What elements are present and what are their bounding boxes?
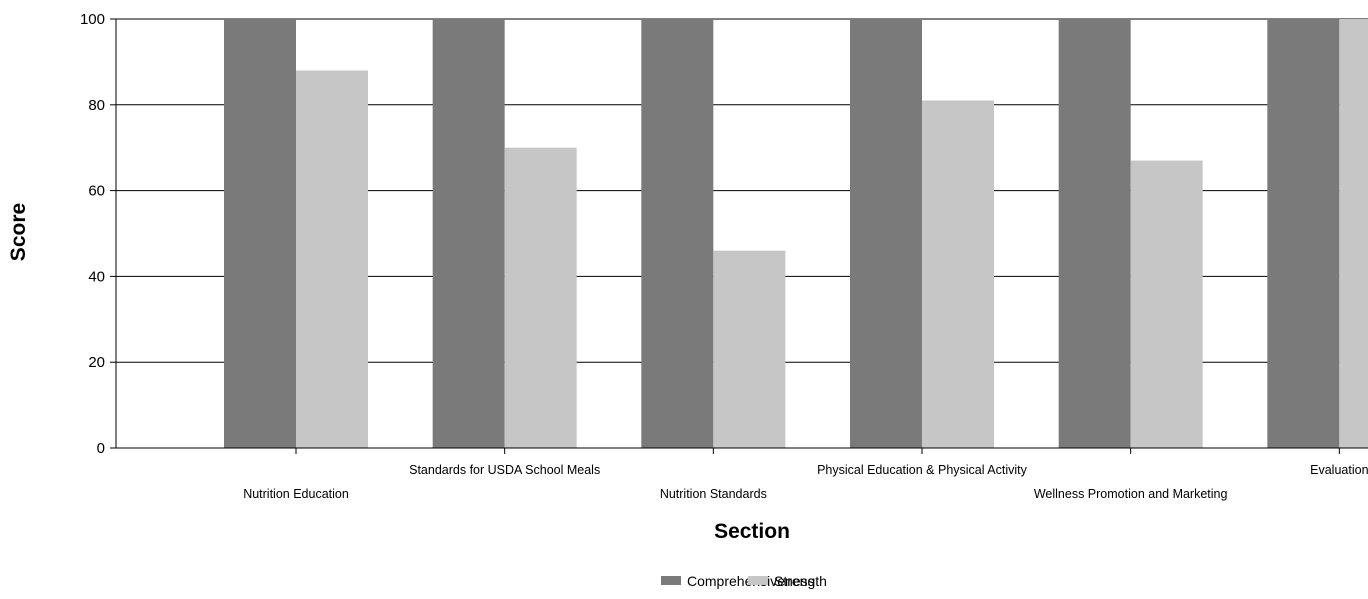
legend-swatch-comprehensiveness [661, 576, 681, 585]
x-category-label: Wellness Promotion and Marketing [1034, 487, 1228, 501]
bar-comprehensiveness-5 [1058, 19, 1131, 448]
legend-swatch-strength [748, 576, 768, 585]
bar-strength-6 [1339, 19, 1368, 448]
y-tick-label: 80 [88, 97, 105, 114]
x-axis-title: Section [714, 520, 790, 543]
y-axis-title: Score [7, 203, 30, 261]
bar-comprehensiveness-2 [432, 19, 505, 448]
y-tick-label: 100 [80, 11, 105, 28]
bar-strength-2 [504, 147, 577, 448]
bar-comprehensiveness-6 [1267, 19, 1340, 448]
y-tick-label: 0 [97, 440, 105, 457]
x-category-label: Standards for USDA School Meals [409, 463, 600, 477]
x-category-label: Physical Education & Physical Activity [817, 463, 1028, 477]
legend-label-strength: Strength [774, 573, 827, 589]
x-category-label: Nutrition Education [243, 487, 349, 501]
x-category-label: Evaluation [1310, 463, 1368, 477]
bar-strength-1 [296, 70, 368, 448]
axes [110, 18, 1368, 454]
bar-comprehensiveness-3 [641, 19, 714, 448]
legend: ComprehensivenessStrength [661, 573, 827, 589]
bar-comprehensiveness-1 [224, 19, 296, 448]
y-tick-label: 60 [88, 183, 105, 200]
bar-strength-4 [922, 100, 994, 448]
tick-labels: 0 20 40 60 80 100 Nutrition Education Standards… [80, 11, 1368, 501]
bars [224, 19, 1368, 448]
y-tick-label: 20 [88, 354, 105, 371]
y-tick-label: 40 [88, 268, 105, 285]
x-category-label: Nutrition Standards [660, 487, 767, 501]
bar-strength-5 [1130, 160, 1203, 448]
bar-strength-3 [713, 250, 786, 448]
bar-comprehensiveness-4 [850, 19, 922, 448]
